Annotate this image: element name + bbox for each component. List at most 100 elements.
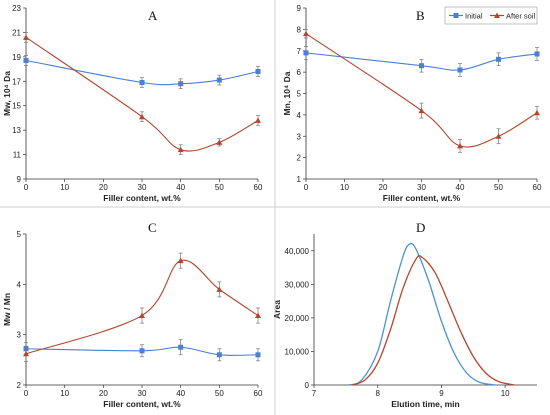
y-axis-label: Mw, 10⁴ Da — [2, 71, 12, 116]
y-axis-label: Area — [272, 300, 282, 319]
data-point-initial — [534, 51, 540, 57]
x-axis-label: Filler content, wt.% — [103, 193, 181, 203]
data-point-after-soil — [216, 286, 223, 292]
x-tick-label: 30 — [417, 183, 426, 192]
y-tick-label: 3 — [17, 331, 22, 340]
data-point-after-soil — [534, 109, 540, 116]
y-tick-label: 23 — [12, 4, 21, 13]
x-tick-label: 20 — [99, 389, 108, 398]
data-point-after-soil — [495, 133, 502, 139]
x-tick-label: 60 — [533, 183, 542, 192]
y-tick-label: 2 — [297, 154, 302, 163]
data-point-initial — [255, 352, 261, 358]
legend-after-soil-label: After soil — [506, 12, 536, 21]
x-tick-label: 40 — [456, 183, 465, 192]
data-point-after-soil — [255, 312, 261, 319]
y-tick-label: 7 — [297, 47, 302, 56]
x-tick-label: 0 — [24, 389, 29, 398]
data-point-initial — [178, 81, 184, 87]
y-tick-label: 19 — [12, 53, 21, 62]
y-tick-label: 8 — [297, 25, 302, 34]
series-line-after-soil — [25, 36, 259, 152]
panel-letter-c: C — [148, 220, 157, 235]
data-point-initial — [139, 80, 145, 86]
data-point-after-soil — [139, 113, 145, 120]
legend-initial-marker — [453, 13, 459, 18]
y-axis-label: Mn, 10⁴ Da — [282, 71, 292, 115]
x-tick-label: 0 — [304, 183, 309, 192]
x-tick-label: 30 — [138, 183, 147, 192]
y-tick-label: 4 — [17, 280, 22, 289]
y-tick-label: 17 — [12, 77, 21, 86]
data-point-initial — [496, 56, 501, 62]
chart-panel-d: 0 10,000 20,000 30,000 40,000 7 8 9 10 Elution ti… — [272, 234, 537, 409]
y-axis-label: Mw / Mn — [2, 293, 12, 326]
panel-letter-b: B — [416, 8, 425, 23]
data-point-after-soil — [23, 350, 29, 357]
y-tick-label: 13 — [12, 126, 21, 135]
panel-letter-d: D — [416, 220, 425, 235]
data-point-initial — [139, 348, 145, 354]
series-line-after-soil — [305, 33, 538, 148]
data-point-initial — [255, 69, 261, 75]
data-point-after-soil — [177, 146, 184, 153]
x-tick-label: 50 — [494, 183, 503, 192]
data-point-after-soil — [23, 34, 29, 40]
y-tick-label: 0 — [305, 381, 310, 390]
y-tick-label: 30,000 — [285, 280, 310, 289]
data-point-initial — [303, 50, 309, 56]
x-tick-label: 10 — [501, 389, 510, 398]
data-point-initial — [419, 63, 424, 69]
x-tick-label: 60 — [254, 389, 263, 398]
data-point-initial — [216, 77, 222, 83]
data-point-after-soil — [177, 257, 184, 264]
x-tick-label: 10 — [340, 183, 349, 192]
x-tick-label: 40 — [176, 183, 185, 192]
x-tick-label: 50 — [215, 389, 224, 398]
y-tick-label: 9 — [17, 175, 22, 184]
x-tick-label: 20 — [379, 183, 388, 192]
y-tick-label: 9 — [297, 4, 302, 13]
x-tick-label: 7 — [312, 389, 317, 398]
y-tick-label: 3 — [297, 132, 302, 141]
y-tick-label: 5 — [17, 230, 22, 239]
chart-panel-a: 9 11 13 15 17 19 21 23 0 10 20 30 40 50 60 Filler conte… — [2, 4, 263, 203]
x-tick-label: 50 — [215, 183, 224, 192]
x-tick-label: 40 — [176, 389, 185, 398]
data-point-after-soil — [216, 139, 223, 145]
data-point-initial — [457, 67, 463, 73]
data-point-initial — [23, 58, 29, 64]
y-tick-label: 11 — [13, 151, 22, 160]
y-tick-label: 21 — [12, 28, 21, 37]
data-point-after-soil — [418, 107, 425, 114]
chart-panel-b: 1 2 3 4 5 6 7 8 9 0 10 20 30 40 50 60 Filler content, wt… — [282, 4, 542, 203]
y-tick-label: 20,000 — [285, 314, 310, 323]
x-axis-label: Filler content, wt.% — [383, 193, 461, 203]
x-tick-label: 8 — [375, 389, 380, 398]
x-tick-label: 30 — [138, 389, 147, 398]
y-tick-label: 6 — [297, 68, 302, 77]
x-tick-label: 9 — [439, 389, 444, 398]
data-point-after-soil — [255, 117, 261, 123]
x-tick-label: 0 — [24, 183, 29, 192]
panel-letter-a: A — [148, 8, 158, 23]
x-tick-label: 10 — [60, 389, 69, 398]
legend-initial-label: Initial — [465, 12, 483, 21]
data-point-initial — [178, 344, 184, 350]
y-tick-label: 2 — [17, 381, 22, 390]
y-tick-label: 15 — [12, 102, 21, 111]
x-tick-label: 10 — [60, 183, 69, 192]
y-tick-label: 10,000 — [285, 347, 310, 356]
y-tick-label: 40,000 — [285, 247, 310, 256]
y-tick-label: 4 — [297, 111, 302, 120]
x-tick-label: 60 — [254, 183, 263, 192]
x-axis-label: Filler content, wt.% — [103, 399, 181, 409]
series-line-after-soil — [351, 254, 515, 386]
series-line-initial — [348, 242, 496, 386]
series-line-after-soil — [25, 259, 259, 355]
y-tick-label: 5 — [297, 90, 302, 99]
y-tick-label: 1 — [297, 175, 302, 184]
data-point-initial — [216, 352, 222, 358]
